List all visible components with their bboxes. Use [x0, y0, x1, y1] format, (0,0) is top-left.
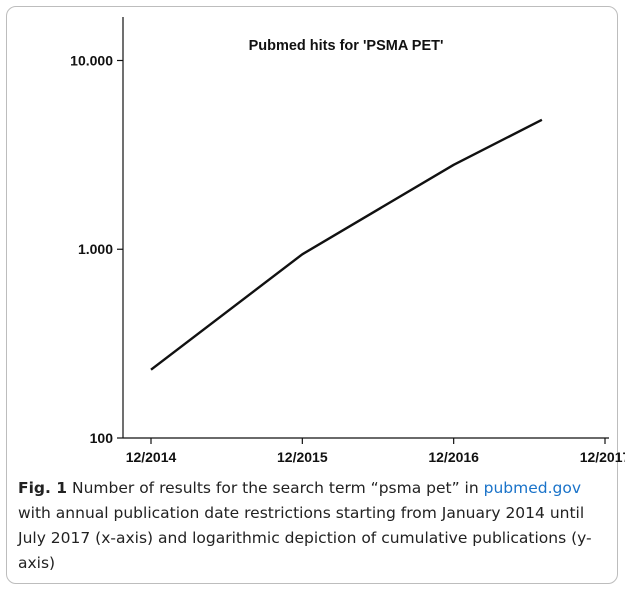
figure-frame: [6, 6, 618, 584]
series-line: [150, 118, 543, 371]
caption-figure-label: Fig. 1: [18, 479, 68, 497]
line-chart: 100 1.000 10.000 12/2014 12/2015 12/2016 12/20…: [70, 17, 625, 465]
caption-text-start: Number of results for the search term “p…: [67, 479, 484, 497]
x-tick-label: 12/2017: [580, 449, 625, 465]
y-tick-label: 10.000: [70, 52, 113, 68]
chart-axes: [122, 17, 609, 439]
y-tick-label: 100: [90, 430, 114, 446]
caption-pubmed-link[interactable]: pubmed.gov: [483, 479, 582, 497]
series-layer: [150, 118, 543, 371]
figure-caption: Fig. 1 Number of results for the search …: [18, 476, 614, 576]
y-tick-label: 1.000: [78, 241, 113, 257]
x-tick-label: 12/2015: [277, 449, 328, 465]
x-tick-label: 12/2016: [428, 449, 479, 465]
caption-text-end: with annual publication date restriction…: [18, 504, 592, 572]
chart-title: Pubmed hits for 'PSMA PET': [249, 38, 444, 54]
x-tick-label: 12/2014: [126, 449, 177, 465]
chart-ticks: 100 1.000 10.000 12/2014 12/2015 12/2016 12/20…: [70, 52, 625, 465]
